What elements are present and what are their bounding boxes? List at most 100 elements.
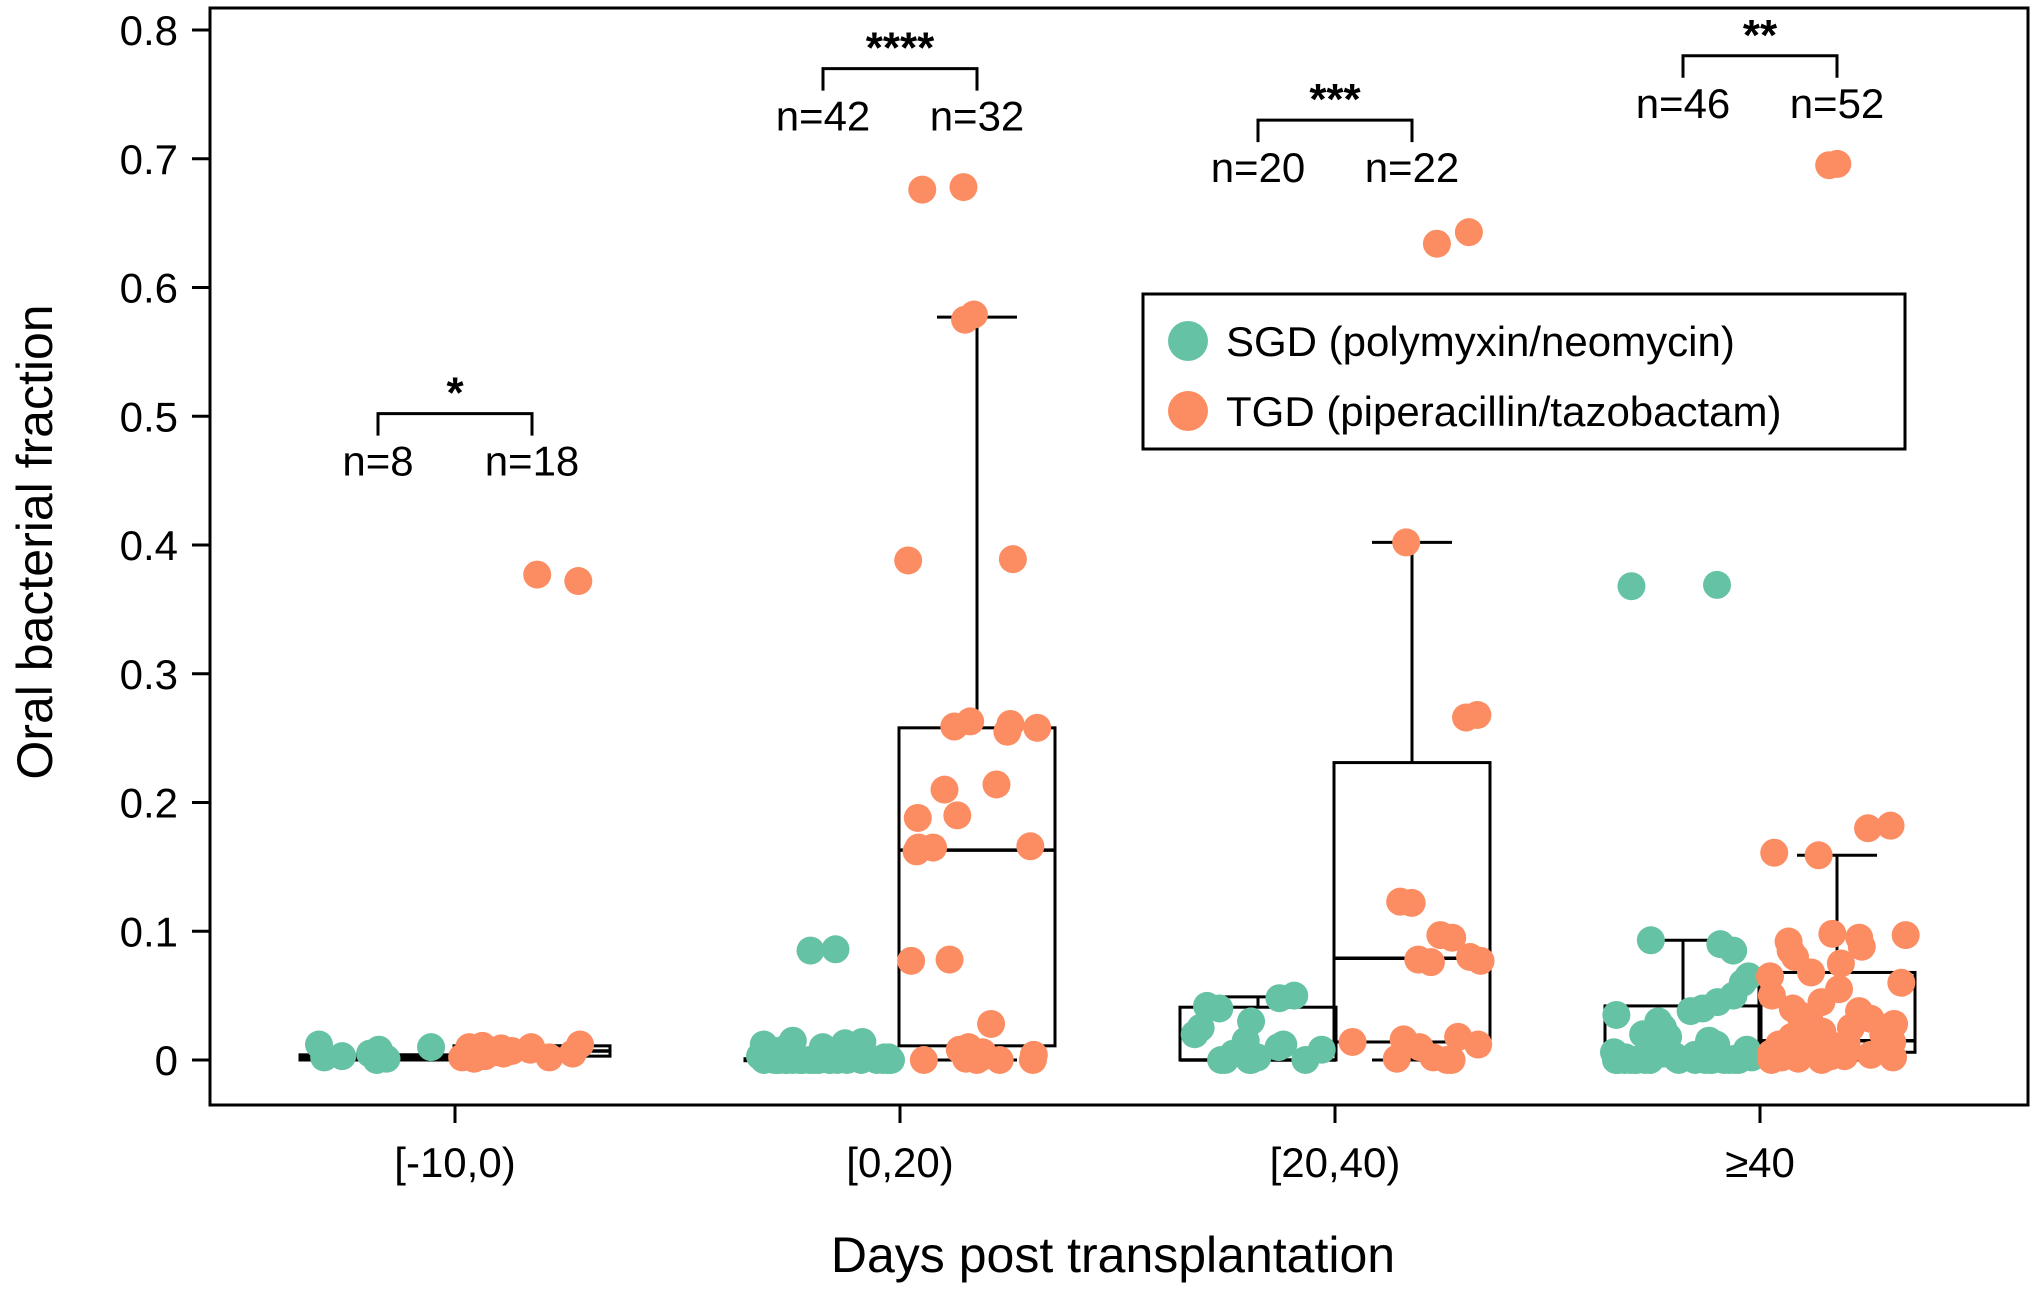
data-point — [962, 1046, 991, 1074]
data-point — [772, 1046, 801, 1074]
data-point — [1847, 932, 1876, 961]
x-axis: [-10,0) [0,20) [20,40) ≥40 — [394, 1105, 1795, 1186]
data-point — [982, 770, 1011, 799]
data-point — [460, 1044, 489, 1073]
data-point — [328, 1042, 357, 1071]
y-tick-label: 0.5 — [120, 393, 178, 440]
data-point — [1464, 1030, 1493, 1059]
data-point — [1826, 949, 1855, 978]
data-point — [985, 1046, 1014, 1074]
legend: SGD (polymyxin/neomycin) TGD (piperacilli… — [1141, 292, 1907, 451]
plot-border — [208, 6, 2030, 1107]
data-point — [1422, 229, 1451, 258]
data-point — [977, 1009, 1006, 1038]
y-axis-title: Oral bacterial fraction — [7, 304, 63, 779]
data-point — [750, 1046, 779, 1074]
data-point — [821, 935, 850, 964]
sample-size-label: n=42 — [776, 93, 871, 140]
data-point — [930, 775, 959, 804]
data-point — [1830, 1042, 1859, 1071]
data-point — [1601, 1046, 1630, 1074]
data-point — [1719, 936, 1748, 965]
data-point — [823, 1046, 852, 1074]
data-point — [951, 305, 980, 334]
data-point — [1437, 1046, 1466, 1074]
x-tick-label: [-10,0) — [394, 1139, 515, 1186]
data-point — [1807, 1046, 1836, 1074]
data-point — [909, 1046, 938, 1074]
data-point — [1466, 946, 1495, 975]
data-point — [1016, 832, 1045, 861]
legend-box — [1141, 292, 1907, 451]
data-point — [1815, 151, 1844, 180]
x-tick-label: [20,40) — [1270, 1139, 1401, 1186]
data-point — [1856, 1040, 1885, 1069]
y-tick-label: 0.4 — [120, 522, 178, 569]
significance-bracket — [1256, 118, 1414, 143]
data-point — [1023, 713, 1052, 742]
significance-stars: ** — [1743, 11, 1778, 60]
data-point — [558, 1039, 587, 1068]
data-point — [943, 801, 972, 830]
plot-frame — [208, 6, 2030, 1107]
data-point — [1454, 218, 1483, 247]
data-point — [1691, 1046, 1720, 1074]
data-point — [1676, 997, 1705, 1026]
data-point — [1264, 1033, 1293, 1062]
data-point — [1876, 811, 1905, 840]
x-tick-label: ≥40 — [1725, 1139, 1795, 1186]
data-point — [1235, 1046, 1264, 1074]
data-point — [523, 560, 552, 589]
data-point — [1664, 1046, 1693, 1074]
data-point — [1617, 572, 1646, 601]
data-point — [993, 717, 1022, 746]
data-point — [897, 946, 926, 975]
significance-stars: * — [446, 369, 464, 418]
data-point — [1887, 968, 1916, 997]
data-point — [998, 545, 1027, 574]
data-point — [1338, 1027, 1367, 1056]
data-point — [1797, 958, 1826, 987]
data-point — [795, 1046, 824, 1074]
point-layer — [304, 149, 1920, 1074]
data-point — [949, 173, 978, 202]
legend-entry-label: TGD (piperacillin/tazobactam) — [1226, 388, 1782, 435]
data-point — [1703, 570, 1732, 599]
data-point — [1804, 841, 1833, 870]
y-tick-label: 0.3 — [120, 651, 178, 698]
x-axis-title: Days post transplantation — [831, 1227, 1395, 1283]
data-point — [1854, 814, 1883, 843]
significance-bracket — [376, 412, 534, 436]
data-point — [1397, 888, 1426, 917]
data-point — [862, 1046, 891, 1074]
data-point — [1291, 1046, 1320, 1074]
data-point — [1818, 919, 1847, 948]
data-point — [417, 1033, 446, 1062]
y-axis: 0 0.1 0.2 0.3 0.4 0.5 0.6 0.7 0.8 — [120, 7, 210, 1084]
data-point — [1392, 528, 1421, 557]
legend-marker — [1168, 391, 1208, 431]
data-point — [1205, 994, 1234, 1023]
data-point — [1438, 923, 1467, 952]
annotation-layer: n=8n=42n=20n=46n=18n=32n=22n=52*********… — [342, 11, 1884, 485]
data-point — [364, 1035, 393, 1064]
data-point — [1018, 1046, 1047, 1074]
y-tick-label: 0.6 — [120, 265, 178, 312]
y-tick-label: 0.7 — [120, 136, 178, 183]
data-point — [1180, 1020, 1209, 1049]
data-point — [908, 175, 937, 204]
data-point — [304, 1030, 333, 1059]
sample-size-label: n=52 — [1790, 80, 1885, 127]
box-iqr — [897, 726, 1057, 1048]
data-point — [1382, 1044, 1411, 1073]
significance-bracket — [1681, 54, 1839, 78]
sample-size-label: n=18 — [485, 438, 580, 485]
data-point — [894, 546, 923, 575]
data-point — [919, 833, 948, 862]
significance-bracket — [821, 67, 979, 91]
data-point — [1879, 1043, 1908, 1072]
sample-size-label: n=22 — [1365, 144, 1460, 191]
data-point — [1757, 981, 1786, 1010]
sample-size-label: n=8 — [342, 438, 413, 485]
